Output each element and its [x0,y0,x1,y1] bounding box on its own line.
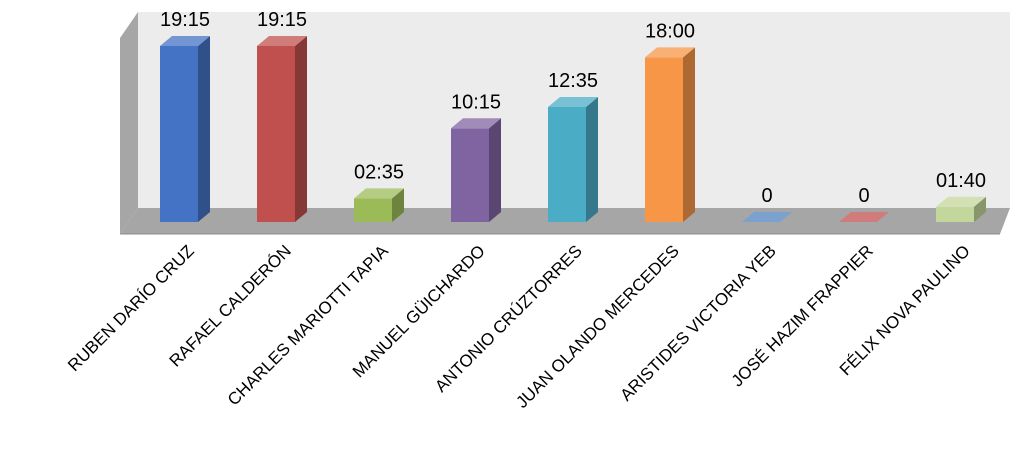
bar [548,96,598,222]
bar-top [839,212,889,222]
data-labels-group: 19:15 19:15 02:35 10:15 12:35 18:00 0 0 01:40 [160,9,986,207]
x-tick-label: JUAN OLANDO MERCEDES [512,241,682,411]
bar-side [489,118,501,222]
data-label: 19:15 [257,9,307,31]
bar-side [392,188,404,222]
bar-front [160,46,198,222]
bars-group [160,36,986,222]
bar-side [198,36,210,222]
x-tick-label: CHARLES MARIOTTI TAPIA [224,241,392,409]
data-label: 0 [858,185,869,207]
bar [742,212,792,222]
x-tick-label: ARISTIDES VICTORIA YEB [617,241,780,404]
bar-top [354,188,404,199]
bar-front [645,57,683,222]
data-label: 10:15 [451,91,501,113]
bar [451,118,501,222]
bar [257,36,307,222]
bar-front [936,206,974,222]
data-label: 02:35 [354,161,404,183]
bar [839,212,889,222]
data-label: 18:00 [645,20,695,42]
bar-side [295,36,307,222]
bar-top [742,212,792,222]
bar-top [645,47,695,58]
bar [645,47,695,222]
bar [936,196,986,222]
chart-side-wall [120,12,138,234]
data-label: 01:40 [936,170,986,192]
bar-side [586,96,598,222]
bar-top [160,36,210,46]
bar-top [451,118,501,129]
bar-front [257,46,295,222]
bar-top [548,96,598,107]
bar [160,36,210,222]
data-label: 19:15 [160,9,210,31]
bar-side [683,47,695,222]
bar-side [974,196,986,222]
bar-front [548,106,586,222]
bar-front [354,198,392,222]
bar-top [257,36,307,46]
data-label: 0 [761,185,772,207]
data-label: 12:35 [548,70,598,92]
bar-top [936,196,986,207]
bar-front [451,128,489,222]
bar [354,188,404,222]
